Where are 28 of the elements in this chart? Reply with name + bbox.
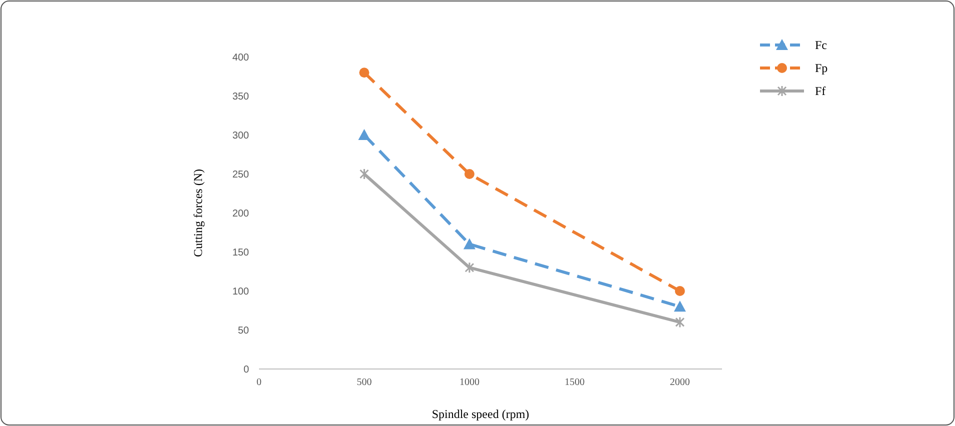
x-tick-label: 0 <box>256 377 262 388</box>
x-tick-label: 1500 <box>564 377 585 388</box>
point <box>674 286 685 296</box>
point <box>464 262 474 274</box>
y-axis-title: Cutting forces (N) <box>191 169 205 257</box>
point <box>674 300 686 312</box>
y-tick-label: 350 <box>232 92 250 102</box>
x-axis-title: Spindle speed (rpm) <box>432 407 530 421</box>
y-tick-label: 100 <box>232 286 250 298</box>
x-tick-label: 2000 <box>670 377 690 388</box>
y-tick-label: 50 <box>238 326 250 336</box>
y-tick-label: 300 <box>232 130 250 142</box>
legend-label: Fc <box>815 38 827 52</box>
point <box>464 169 474 179</box>
point <box>463 238 476 250</box>
y-tick-label: 250 <box>232 170 250 180</box>
legend-label: Ff <box>815 84 826 98</box>
point <box>359 68 370 78</box>
y-tick-label: 400 <box>232 52 250 64</box>
legend-label: Fp <box>815 61 828 76</box>
point <box>358 129 370 140</box>
x-tick-label: 1000 <box>459 377 480 388</box>
x-tick-label: 500 <box>356 377 372 388</box>
y-tick-label: 200 <box>232 208 250 220</box>
point <box>675 316 685 328</box>
point <box>359 168 369 180</box>
y-tick-label: 0 <box>243 364 250 376</box>
y-tick-label: 150 <box>232 248 250 258</box>
